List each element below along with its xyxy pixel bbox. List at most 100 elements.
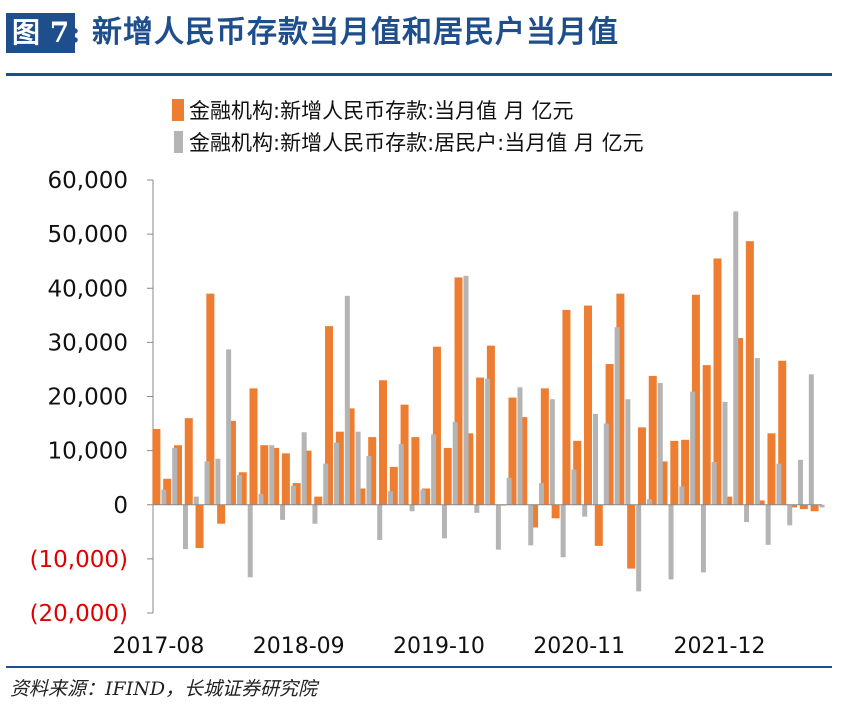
bar-deposits bbox=[584, 305, 593, 505]
bar-deposits bbox=[594, 504, 603, 546]
source-note: 资料来源：IFIND，长城证券研究院 bbox=[10, 678, 318, 700]
legend-swatch-2 bbox=[174, 131, 183, 153]
bar-household bbox=[323, 463, 329, 505]
bar-household bbox=[528, 504, 534, 546]
bar-household bbox=[539, 483, 545, 505]
bar-deposits bbox=[335, 431, 344, 505]
bar-household bbox=[819, 504, 825, 508]
bar-deposits bbox=[389, 466, 398, 505]
bar-household bbox=[387, 491, 393, 505]
bar-household bbox=[646, 499, 652, 505]
bar-household bbox=[215, 458, 221, 505]
bar-household bbox=[377, 504, 383, 540]
bar-deposits bbox=[432, 346, 441, 505]
figure-title: 新增人民币存款当月值和居民户当月值 bbox=[92, 15, 619, 50]
bar-deposits bbox=[691, 294, 700, 505]
bar-household bbox=[571, 469, 577, 505]
bar-deposits bbox=[400, 404, 409, 505]
bar-household bbox=[366, 456, 372, 505]
bar-household bbox=[754, 358, 760, 505]
bar-deposits bbox=[173, 445, 182, 505]
bar-deposits bbox=[303, 450, 312, 505]
bar-household bbox=[474, 504, 480, 513]
bar-household bbox=[441, 504, 447, 539]
bar-deposits bbox=[476, 377, 485, 505]
bar-household bbox=[485, 378, 491, 505]
bar-deposits bbox=[249, 388, 258, 505]
bar-household bbox=[700, 504, 706, 573]
legend-label-1: 金融机构:新增人民币存款:当月值 月 亿元 bbox=[189, 99, 574, 123]
bar-deposits bbox=[314, 496, 323, 505]
bar-deposits bbox=[551, 504, 560, 519]
bar-household bbox=[204, 461, 210, 505]
x-tick-label: 2020-11 bbox=[533, 634, 625, 659]
bar-household bbox=[269, 445, 275, 505]
x-tick-label: 2018-09 bbox=[253, 634, 345, 659]
bar-household bbox=[226, 349, 232, 505]
bar-deposits bbox=[670, 440, 679, 505]
y-tick-label: 0 bbox=[113, 493, 128, 519]
chart: 金融机构:新增人民币存款:当月值 月 亿元金融机构:新增人民币存款:居民户:当月… bbox=[30, 99, 825, 659]
bar-deposits bbox=[195, 504, 204, 549]
bar-household bbox=[290, 485, 296, 505]
bar-deposits bbox=[443, 447, 452, 505]
bar-deposits bbox=[184, 418, 193, 505]
bar-household bbox=[258, 493, 264, 505]
bar-deposits bbox=[799, 504, 808, 510]
bar-household bbox=[452, 421, 458, 505]
bar-household bbox=[582, 504, 588, 517]
bar-household bbox=[657, 382, 663, 505]
bar-household bbox=[798, 459, 804, 505]
bar-deposits bbox=[454, 277, 463, 505]
bar-household bbox=[409, 504, 415, 512]
bar-household bbox=[398, 444, 404, 505]
bar-deposits bbox=[778, 360, 787, 505]
top-divider bbox=[6, 73, 832, 76]
bar-deposits bbox=[519, 417, 528, 505]
bar-deposits bbox=[810, 504, 819, 512]
bar-household bbox=[280, 504, 286, 520]
bar-deposits bbox=[292, 483, 301, 505]
legend-label-2: 金融机构:新增人民币存款:居民户:当月值 月 亿元 bbox=[189, 131, 644, 155]
title-bar: 图 7 : 新增人民币存款当月值和居民户当月值 bbox=[0, 0, 843, 70]
bar-household bbox=[236, 474, 242, 505]
bar-household bbox=[517, 387, 523, 505]
bar-household bbox=[549, 399, 555, 505]
bar-household bbox=[301, 432, 307, 505]
bar-deposits bbox=[681, 439, 690, 505]
y-tick-label: 20,000 bbox=[48, 385, 128, 411]
bar-deposits bbox=[530, 504, 539, 528]
bar-household bbox=[420, 489, 426, 505]
bar-household bbox=[711, 461, 717, 505]
bar-household bbox=[636, 504, 642, 592]
bar-household bbox=[312, 504, 318, 524]
bar-household bbox=[625, 399, 631, 505]
bar-household bbox=[355, 431, 361, 505]
bar-deposits bbox=[627, 504, 636, 569]
bar-household bbox=[722, 401, 728, 505]
bar-deposits bbox=[411, 437, 420, 505]
y-tick-label: 40,000 bbox=[48, 276, 128, 302]
bar-household bbox=[733, 211, 739, 505]
legend-swatch-1 bbox=[172, 99, 184, 121]
bar-household bbox=[614, 327, 620, 505]
bar-deposits bbox=[767, 433, 776, 505]
bar-household bbox=[765, 504, 771, 545]
bar-household bbox=[560, 504, 566, 558]
figure-colon: : bbox=[70, 16, 81, 49]
bar-deposits bbox=[357, 488, 366, 505]
bar-deposits bbox=[238, 472, 247, 505]
y-tick-label: (10,000) bbox=[30, 547, 128, 573]
bar-deposits bbox=[562, 309, 571, 505]
bar-household bbox=[247, 504, 253, 578]
bar-household bbox=[334, 442, 340, 505]
y-tick-label: 50,000 bbox=[48, 222, 128, 248]
bar-household bbox=[603, 423, 609, 505]
x-tick-label: 2021-12 bbox=[674, 634, 766, 659]
bar-deposits bbox=[465, 433, 474, 505]
bar-household bbox=[668, 504, 674, 580]
bar-deposits bbox=[616, 293, 625, 505]
bar-household bbox=[193, 496, 199, 505]
bar-deposits bbox=[724, 496, 733, 505]
bar-household bbox=[808, 374, 814, 505]
